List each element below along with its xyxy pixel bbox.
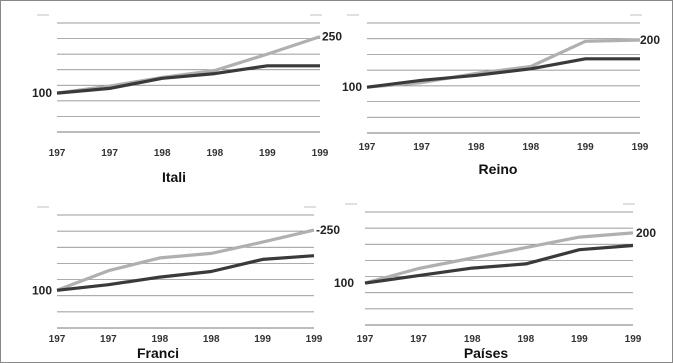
chart-title: Itali — [162, 169, 186, 185]
x-tick-label: 199 — [259, 148, 276, 159]
x-tick-label: 199 — [306, 334, 323, 345]
x-tick-label: 198 — [468, 142, 485, 153]
x-tick-label: 197 — [49, 148, 66, 159]
series-line-light — [364, 231, 634, 285]
x-tick-label: 198 — [522, 142, 539, 153]
series-line-light — [366, 38, 641, 89]
x-tick-label: 197 — [357, 334, 374, 345]
chart-panel-2: 100 200 197 197 198 198 199 199 Reino — [342, 14, 660, 177]
series-line-dark — [56, 64, 320, 95]
right-value-label: 200 — [636, 226, 656, 240]
series-line-dark — [366, 57, 640, 89]
right-value-label: 200 — [640, 33, 660, 47]
x-tick-label: 199 — [632, 142, 649, 153]
x-tick-label: 198 — [203, 334, 220, 345]
x-tick-label: 199 — [254, 334, 271, 345]
x-tick-label: 198 — [206, 148, 223, 159]
x-tick-label: 197 — [410, 334, 427, 345]
right-value-label: 250 — [322, 30, 342, 44]
x-tick-label: 198 — [154, 148, 171, 159]
x-tick-label: 197 — [49, 334, 66, 345]
series-line-light — [56, 35, 321, 95]
x-tick-label: 197 — [100, 334, 117, 345]
chart-title: Reino — [479, 161, 518, 177]
chart-panel-1: 100 250 197 197 198 198 199 199 Itali — [32, 14, 342, 185]
x-tick-label: 199 — [571, 334, 588, 345]
x-tick-label: 197 — [413, 142, 430, 153]
x-tick-label: 199 — [577, 142, 594, 153]
chart-panel-3: 100 -250 197 197 198 198 199 199 Franci — [32, 206, 340, 361]
left-value-label: 100 — [32, 86, 52, 100]
chart-title: Países — [464, 345, 509, 361]
series-line-light — [56, 228, 315, 292]
series-line-dark — [56, 254, 315, 292]
chart-title: Franci — [137, 345, 179, 361]
x-tick-label: 197 — [359, 142, 376, 153]
series-line-dark — [364, 243, 634, 285]
x-tick-label: 199 — [312, 148, 329, 159]
x-tick-label: 198 — [517, 334, 534, 345]
right-value-label: -250 — [316, 223, 340, 237]
left-value-label: 100 — [342, 80, 362, 94]
x-tick-label: 198 — [464, 334, 481, 345]
left-value-label: 100 — [32, 283, 52, 297]
left-value-label: 100 — [334, 276, 354, 290]
chart-panel-4: 100 200 197 197 198 198 199 199 Países — [334, 203, 656, 361]
x-tick-label: 199 — [625, 334, 642, 345]
x-tick-label: 197 — [101, 148, 118, 159]
x-tick-label: 198 — [151, 334, 168, 345]
